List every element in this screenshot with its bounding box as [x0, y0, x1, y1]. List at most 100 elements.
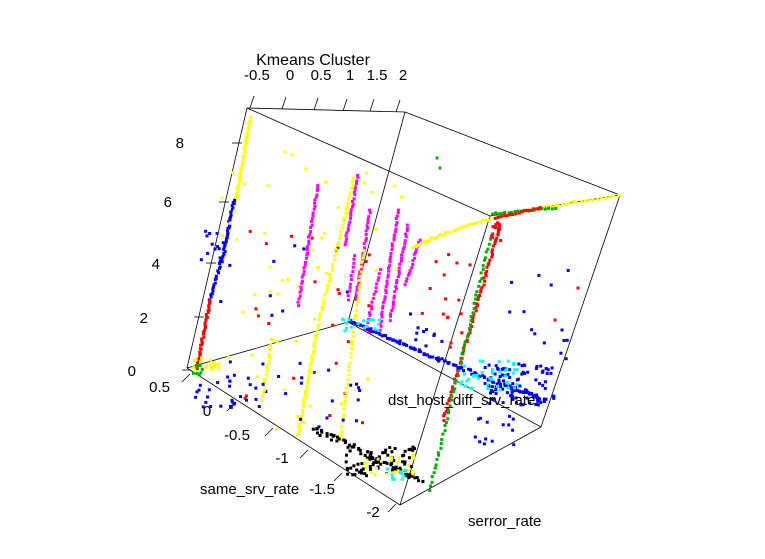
data-point — [378, 322, 382, 326]
data-point — [235, 237, 239, 241]
data-point — [366, 319, 370, 323]
data-point — [390, 244, 394, 248]
data-point — [433, 466, 437, 470]
data-point — [474, 293, 478, 297]
data-point — [475, 373, 479, 377]
data-point — [308, 363, 312, 367]
data-point — [501, 423, 505, 427]
data-point — [388, 264, 391, 268]
data-point — [466, 335, 469, 339]
data-point — [380, 315, 384, 319]
data-point — [479, 271, 483, 275]
data-point — [306, 379, 310, 382]
data-point — [241, 160, 244, 164]
data-point — [218, 256, 222, 260]
data-point — [242, 182, 246, 186]
data-point — [470, 222, 474, 226]
data-point — [300, 376, 304, 380]
data-point — [232, 202, 236, 206]
data-point — [419, 350, 423, 354]
data-point — [229, 404, 232, 408]
data-point — [505, 214, 509, 218]
data-point — [353, 254, 357, 258]
data-point — [331, 266, 335, 270]
data-point — [403, 242, 407, 246]
data-point — [448, 404, 452, 408]
data-point — [484, 256, 487, 260]
data-point — [525, 396, 529, 400]
data-point — [397, 266, 401, 270]
data-point — [312, 340, 316, 344]
data-point — [459, 312, 463, 316]
data-point — [408, 269, 412, 273]
data-point — [312, 349, 316, 353]
data-point — [346, 383, 350, 386]
data-point — [318, 434, 322, 437]
data-point — [394, 223, 398, 227]
data-point — [366, 450, 370, 454]
data-point — [499, 215, 503, 219]
data-point — [362, 319, 366, 323]
data-point — [534, 367, 538, 370]
data-point — [490, 385, 494, 389]
data-point — [212, 283, 216, 287]
data-point — [530, 392, 534, 395]
data-point — [479, 288, 483, 292]
data-point — [318, 312, 322, 316]
data-point — [207, 303, 211, 307]
data-point — [245, 136, 249, 140]
data-point — [532, 207, 536, 211]
data-point — [302, 397, 306, 401]
data-point — [414, 248, 418, 252]
data-point — [212, 364, 216, 368]
data-point — [248, 229, 252, 233]
data-point — [198, 353, 202, 356]
z-axis-labels: 8 6 4 2 0 — [128, 135, 184, 380]
data-point — [347, 365, 351, 368]
data-point — [471, 317, 475, 321]
data-point — [408, 447, 412, 451]
data-point — [221, 255, 225, 258]
data-point — [560, 328, 564, 332]
z-tick-label: 0 — [128, 363, 136, 380]
data-point — [385, 282, 389, 286]
data-point — [206, 395, 210, 399]
data-point — [336, 288, 340, 292]
data-point — [454, 363, 458, 367]
data-point — [417, 348, 421, 352]
data-point — [515, 378, 519, 382]
data-point — [491, 232, 495, 236]
data-point — [411, 262, 415, 266]
data-point — [374, 290, 378, 294]
data-point — [356, 398, 360, 402]
data-point — [311, 351, 315, 355]
data-point — [353, 317, 357, 321]
data-point — [301, 410, 305, 414]
data-point — [514, 388, 518, 392]
data-point — [452, 390, 455, 394]
data-point — [195, 372, 199, 376]
data-point — [399, 471, 403, 475]
data-point — [361, 467, 365, 471]
data-point — [253, 293, 257, 297]
data-point — [248, 120, 252, 124]
data-point — [469, 368, 473, 372]
data-point — [455, 261, 459, 265]
data-point — [330, 399, 334, 403]
data-point — [484, 437, 488, 441]
data-point — [344, 460, 348, 464]
data-point — [543, 380, 547, 384]
data-point — [391, 303, 395, 306]
data-point — [376, 466, 380, 470]
data-point — [460, 361, 463, 365]
data-point — [333, 258, 337, 262]
data-point — [494, 364, 498, 368]
data-point — [302, 400, 305, 404]
data-point — [349, 213, 353, 217]
data-point — [222, 247, 226, 251]
data-point — [560, 203, 564, 207]
data-point — [540, 207, 544, 211]
data-point — [384, 472, 388, 476]
data-point — [383, 297, 387, 301]
data-point — [343, 329, 347, 333]
